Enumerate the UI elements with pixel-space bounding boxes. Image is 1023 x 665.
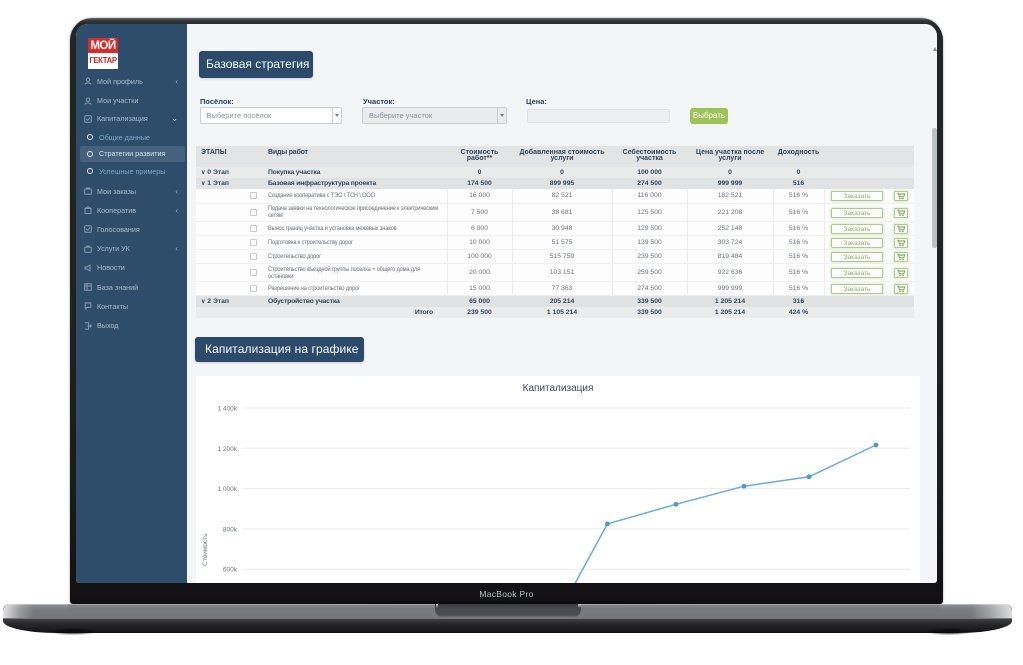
svg-text:600k: 600k bbox=[223, 567, 238, 574]
svg-text:Стоимость: Стоимость bbox=[202, 533, 209, 566]
svg-text:1 200k: 1 200k bbox=[217, 446, 237, 453]
svg-text:1 400k: 1 400k bbox=[217, 406, 237, 413]
svg-text:1 000k: 1 000k bbox=[217, 486, 237, 493]
svg-text:800k: 800k bbox=[223, 526, 238, 533]
